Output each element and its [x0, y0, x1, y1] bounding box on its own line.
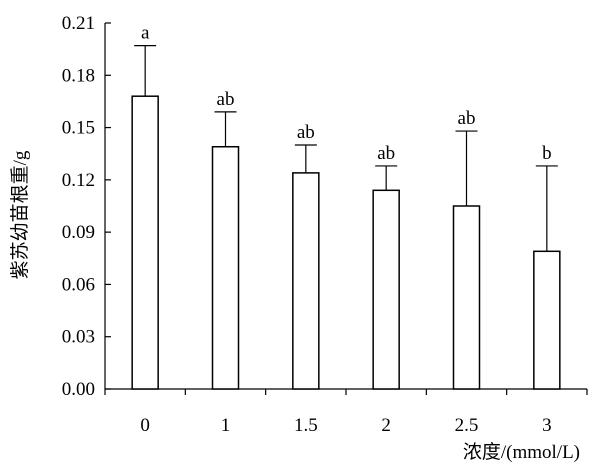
y-tick-label: 0.09 [62, 222, 95, 243]
y-tick-label: 0.06 [62, 274, 95, 295]
y-tick-label: 0.03 [62, 327, 95, 348]
significance-label: ab [297, 122, 315, 143]
bar [292, 172, 320, 390]
significance-label: ab [458, 108, 476, 129]
significance-label: b [542, 143, 552, 164]
labels: a 0 ab 1 ab 1.5 ab 2 ab 2.5 b 3 [140, 23, 551, 436]
bar [372, 189, 400, 390]
error-bars [134, 45, 558, 252]
y-tick-label: 0.12 [62, 170, 95, 191]
bar [211, 145, 240, 390]
significance-label: ab [377, 143, 395, 164]
x-axis-title: 浓度/(mmol/L) [463, 441, 580, 463]
bar [131, 95, 159, 390]
x-tick-label: 1.5 [294, 415, 318, 436]
axes: 0.00 0.03 0.06 0.09 0.12 0.15 0.18 0.21 [62, 13, 588, 400]
x-tick-label: 0 [140, 415, 150, 436]
bars [131, 95, 561, 390]
y-axis-title: 紫苏幼苗根重/g [9, 150, 31, 279]
bar [452, 205, 481, 390]
x-tick-label: 1 [221, 415, 231, 436]
y-tick-label: 0.00 [62, 379, 95, 400]
significance-label: ab [217, 89, 235, 110]
y-tick-label: 0.15 [62, 118, 95, 139]
y-tick-label: 0.18 [62, 65, 95, 86]
y-tick-label: 0.21 [62, 13, 95, 34]
x-tick-label: 2 [381, 415, 391, 436]
x-tick-label: 3 [542, 415, 552, 436]
significance-label: a [141, 23, 150, 44]
bar [533, 250, 561, 390]
x-tick-label: 2.5 [455, 415, 479, 436]
